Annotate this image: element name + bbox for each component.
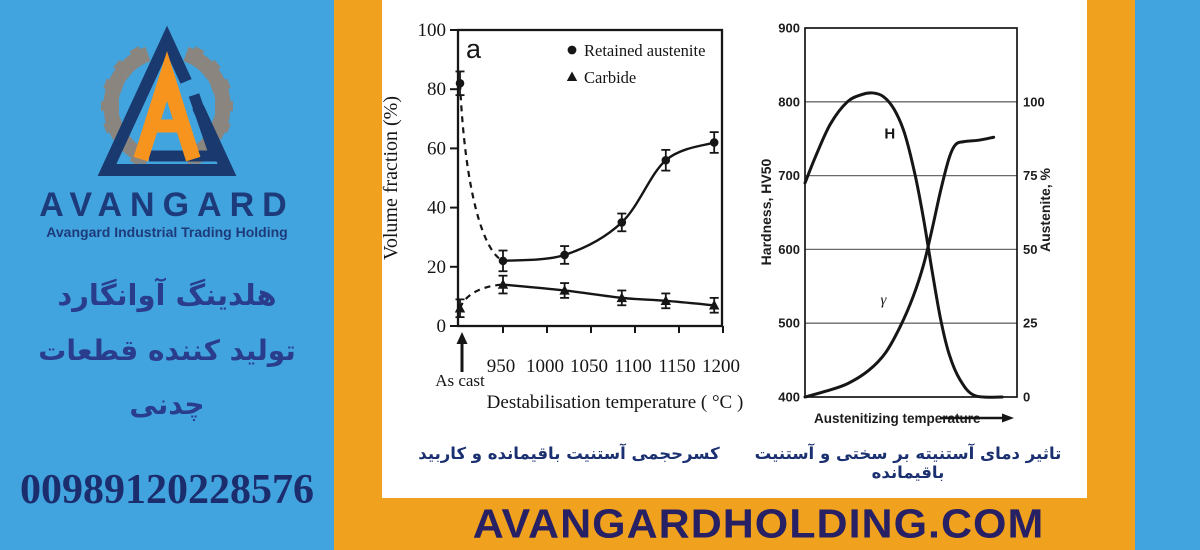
triangle-icon bbox=[97, 25, 237, 176]
svg-text:1000: 1000 bbox=[526, 356, 564, 377]
website-text: AVANGARDHOLDING.COM bbox=[472, 500, 1045, 547]
svg-text:Destabilisation temperature (: Destabilisation temperature ( °C ) bbox=[487, 392, 744, 413]
svg-text:900: 900 bbox=[778, 21, 800, 36]
svg-text:400: 400 bbox=[778, 390, 800, 405]
svg-text:75: 75 bbox=[1023, 168, 1037, 183]
svg-text:0: 0 bbox=[1023, 390, 1030, 405]
svg-text:100: 100 bbox=[1023, 94, 1045, 109]
svg-text:Austenitizing temperature: Austenitizing temperature bbox=[814, 411, 981, 426]
caption-left-chart: کسرحجمی آستنیت باقیمانده و کاربید bbox=[418, 444, 720, 463]
svg-text:1100: 1100 bbox=[614, 356, 651, 377]
svg-text:γ: γ bbox=[880, 293, 887, 309]
svg-text:Volume fraction (%): Volume fraction (%) bbox=[382, 96, 402, 260]
svg-text:40: 40 bbox=[427, 198, 446, 219]
brand-subtitle: Avangard Industrial Trading Holding bbox=[46, 224, 288, 240]
svg-text:Austenite, %: Austenite, % bbox=[1037, 167, 1053, 252]
svg-text:800: 800 bbox=[778, 94, 800, 109]
bottom-bar: AVANGARDHOLDING.COM bbox=[382, 498, 1135, 550]
svg-text:80: 80 bbox=[427, 79, 446, 100]
svg-text:a: a bbox=[466, 34, 482, 64]
svg-text:950: 950 bbox=[487, 356, 516, 377]
svg-text:500: 500 bbox=[778, 316, 800, 331]
charts-panel: 0 20 40 60 80 100 950 1000 1050 1100 1150 1200 Volum… bbox=[380, 0, 1087, 498]
volume-fraction-chart: 0 20 40 60 80 100 950 1000 1050 1100 1150 1200 Volum… bbox=[380, 20, 744, 413]
svg-text:0: 0 bbox=[437, 316, 447, 337]
svg-text:1200: 1200 bbox=[702, 356, 740, 377]
phone-number: 00989120228576 bbox=[20, 467, 314, 513]
svg-text:700: 700 bbox=[778, 168, 800, 183]
brand-name: AVANGARD bbox=[39, 186, 295, 224]
svg-text:As cast: As cast bbox=[435, 371, 485, 390]
tagline-fa-line2: تولید کننده قطعات bbox=[38, 334, 296, 367]
hardness-austenite-chart: 900 800 700 600 500 400 100 75 50 25 0 Hardness, HV… bbox=[758, 21, 1053, 427]
svg-text:Retained austenite: Retained austenite bbox=[584, 41, 705, 60]
svg-text:50: 50 bbox=[1023, 242, 1037, 257]
tagline-fa-line3: چدنی bbox=[129, 388, 205, 421]
left-sidebar: AVANGARD Avangard Industrial Trading Hol… bbox=[0, 0, 334, 550]
gear-right-icon bbox=[183, 46, 233, 166]
svg-text:20: 20 bbox=[427, 257, 446, 278]
svg-text:60: 60 bbox=[427, 138, 446, 159]
svg-text:100: 100 bbox=[418, 20, 447, 41]
svg-text:600: 600 bbox=[778, 242, 800, 257]
svg-text:Carbide: Carbide bbox=[584, 68, 636, 87]
svg-text:25: 25 bbox=[1023, 316, 1037, 331]
chart1-legend: Retained austenite Carbide bbox=[566, 41, 705, 87]
gear-triangle-a-icon bbox=[97, 25, 237, 176]
tagline-fa-line1: هلدینگ آوانگارد bbox=[57, 278, 277, 312]
caption-right-chart: تاثیر دمای آستنیته بر سختی و آستنیت باقی… bbox=[754, 444, 1062, 482]
avangard-logo bbox=[37, 18, 297, 190]
svg-text:Hardness, HV50: Hardness, HV50 bbox=[758, 158, 774, 265]
letter-a-icon bbox=[133, 51, 201, 162]
svg-text:1150: 1150 bbox=[658, 356, 695, 377]
svg-text:1050: 1050 bbox=[570, 356, 608, 377]
right-blue-strip bbox=[1135, 0, 1200, 550]
svg-text:H: H bbox=[884, 126, 895, 143]
